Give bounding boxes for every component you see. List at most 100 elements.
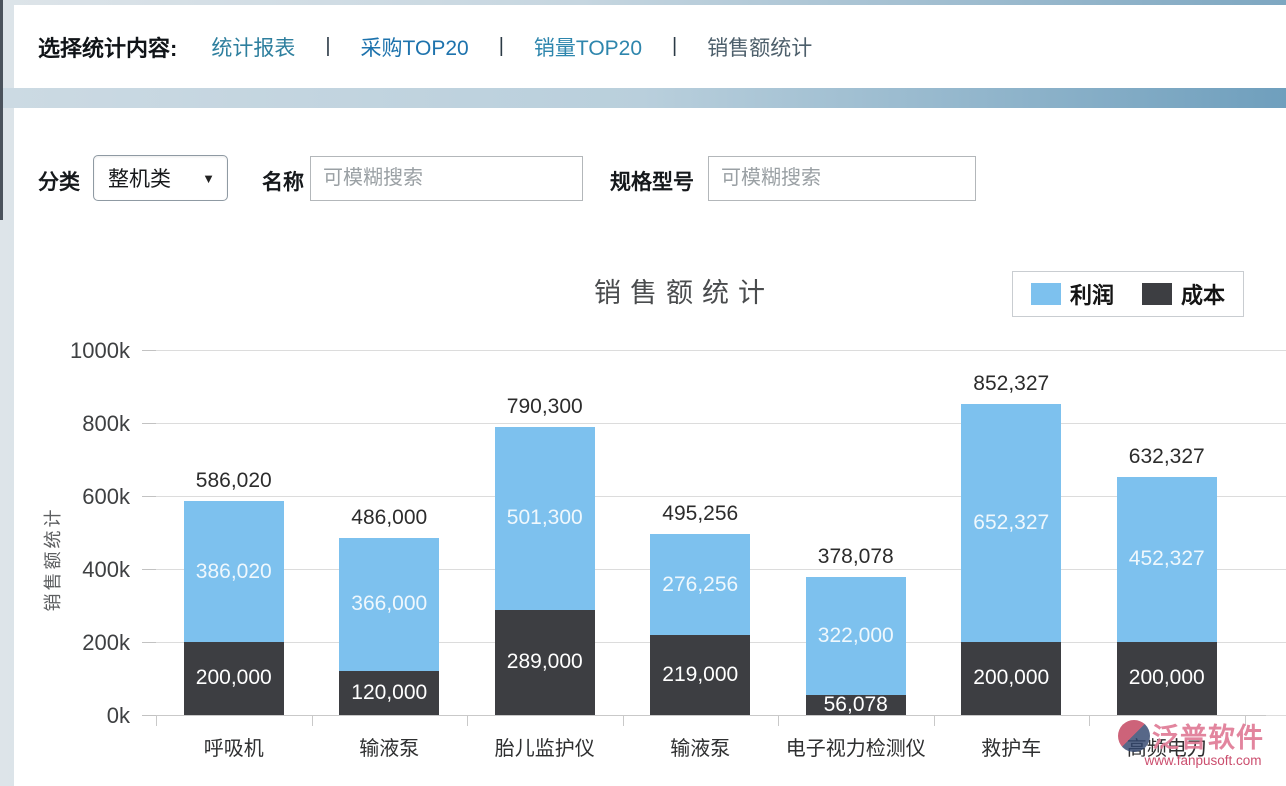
profit-value-label: 276,256 bbox=[662, 572, 739, 596]
bar-高频电刀[interactable]: 452,327 200,000 bbox=[1116, 476, 1217, 715]
bar-total-label: 486,000 bbox=[351, 505, 428, 529]
cost-segment[interactable]: 219,000 bbox=[650, 635, 751, 715]
spec-filter-label: 规格型号 bbox=[610, 171, 694, 194]
nav-link-3[interactable]: 销量TOP20 bbox=[533, 36, 643, 60]
chart-legend: 利润 成本 bbox=[1012, 271, 1245, 317]
x-axis-line bbox=[156, 715, 1266, 716]
vendor-watermark: 泛普软件 www.fanpusoft.com bbox=[1118, 716, 1286, 768]
fanpu-logo-icon bbox=[1118, 719, 1150, 752]
profit-segment[interactable]: 386,020 bbox=[183, 501, 284, 642]
nav-links: 统计报表 | 采购TOP20 | 销量TOP20 | 销售额统计 bbox=[211, 32, 812, 62]
cost-segment[interactable]: 120,000 bbox=[339, 671, 440, 715]
y-tick-label: 800k bbox=[82, 411, 130, 436]
statistics-nav-bar: 选择统计内容: 统计报表 | 采购TOP20 | 销量TOP20 | 销售额统计 bbox=[14, 5, 1286, 88]
divider-band bbox=[0, 88, 1286, 108]
cost-value-label: 200,000 bbox=[973, 666, 1050, 690]
bar-输液泵[interactable]: 366,000 120,000 bbox=[339, 537, 440, 715]
cost-segment[interactable]: 56,078 bbox=[805, 692, 906, 716]
profit-segment[interactable]: 276,256 bbox=[650, 534, 751, 636]
x-axis-tick bbox=[1244, 715, 1246, 726]
category-select-value: 整机类 bbox=[108, 168, 171, 191]
cost-value-label: 120,000 bbox=[351, 681, 428, 705]
profit-segment[interactable]: 652,327 bbox=[961, 403, 1062, 642]
category-label: 输液泵 bbox=[359, 738, 420, 760]
bar-胎儿监护仪[interactable]: 501,300 289,000 bbox=[494, 426, 595, 715]
name-search-input[interactable] bbox=[310, 156, 583, 201]
profit-value-label: 322,000 bbox=[817, 623, 894, 647]
profit-value-label: 366,000 bbox=[351, 592, 428, 616]
gridline bbox=[156, 350, 1286, 351]
gridline bbox=[156, 496, 1286, 497]
cost-segment[interactable]: 200,000 bbox=[183, 641, 284, 715]
x-axis-tick bbox=[467, 715, 468, 726]
profit-segment[interactable]: 322,000 bbox=[805, 577, 906, 695]
category-label: 呼吸机 bbox=[203, 738, 264, 760]
chart-title: 销售额统计 bbox=[594, 278, 774, 308]
spec-search-input[interactable] bbox=[708, 156, 976, 201]
cost-segment[interactable]: 200,000 bbox=[1116, 641, 1217, 715]
legend-item-1[interactable]: 利润 bbox=[1031, 278, 1114, 310]
bar-total-label: 586,020 bbox=[195, 469, 272, 493]
name-filter-label: 名称 bbox=[262, 171, 304, 194]
y-axis-tick bbox=[142, 715, 156, 716]
profit-segment[interactable]: 452,327 bbox=[1116, 476, 1217, 642]
profit-segment[interactable]: 366,000 bbox=[339, 537, 440, 672]
y-axis-tick bbox=[142, 423, 156, 424]
profit-value-label: 501,300 bbox=[506, 506, 583, 530]
bar-total-label: 495,256 bbox=[662, 502, 739, 526]
cost-value-label: 200,000 bbox=[1128, 666, 1205, 690]
x-axis-tick bbox=[311, 715, 313, 726]
y-axis-tick bbox=[142, 350, 156, 351]
nav-link-1[interactable]: 统计报表 bbox=[211, 36, 296, 60]
chevron-down-icon: ▼ bbox=[202, 170, 215, 186]
x-axis-tick bbox=[933, 715, 935, 726]
category-label: 救护车 bbox=[981, 738, 1042, 760]
bar-输液泵[interactable]: 276,256 219,000 bbox=[650, 534, 751, 715]
nav-separator: | bbox=[672, 35, 678, 57]
cost-value-label: 219,000 bbox=[662, 663, 739, 686]
cost-value-label: 289,000 bbox=[506, 650, 583, 674]
nav-title: 选择统计内容: bbox=[38, 35, 178, 61]
nav-separator: | bbox=[498, 35, 504, 57]
legend-swatch-icon bbox=[1142, 283, 1173, 305]
cost-value-label: 56,078 bbox=[823, 692, 888, 716]
bar-救护车[interactable]: 652,327 200,000 bbox=[961, 403, 1062, 715]
category-select[interactable]: 整机类 ▼ bbox=[93, 155, 228, 201]
nav-link-4[interactable]: 销售额统计 bbox=[707, 36, 813, 60]
y-axis-tick bbox=[142, 496, 156, 497]
x-axis-tick bbox=[156, 715, 157, 726]
legend-label: 利润 bbox=[1070, 283, 1115, 308]
bar-呼吸机[interactable]: 386,020 200,000 bbox=[183, 501, 284, 715]
legend-label: 成本 bbox=[1181, 283, 1226, 308]
y-tick-label: 0k bbox=[106, 703, 130, 728]
bar-total-label: 852,327 bbox=[973, 371, 1050, 395]
watermark-brand: 泛普软件 bbox=[1152, 723, 1264, 753]
y-tick-label: 200k bbox=[82, 630, 130, 655]
x-axis-tick bbox=[622, 715, 624, 726]
cost-segment[interactable]: 289,000 bbox=[494, 609, 595, 715]
bar-电子视力检测仪[interactable]: 322,000 56,078 bbox=[805, 577, 906, 716]
legend-item-2[interactable]: 成本 bbox=[1142, 278, 1225, 310]
window-left-edge bbox=[0, 0, 3, 220]
y-tick-label: 600k bbox=[82, 484, 130, 509]
y-axis-tick bbox=[142, 642, 156, 643]
category-label: 电子视力检测仪 bbox=[785, 738, 926, 760]
profit-value-label: 452,327 bbox=[1128, 547, 1205, 571]
y-tick-label: 1000k bbox=[70, 338, 130, 363]
x-axis-tick bbox=[778, 715, 779, 726]
y-tick-label: 400k bbox=[82, 557, 130, 582]
y-axis-tick bbox=[142, 569, 156, 570]
x-axis-tick bbox=[1089, 715, 1090, 726]
nav-separator: | bbox=[325, 35, 331, 57]
category-filter-label: 分类 bbox=[38, 171, 80, 194]
nav-link-2[interactable]: 采购TOP20 bbox=[360, 36, 469, 60]
category-label: 胎儿监护仪 bbox=[494, 738, 595, 760]
profit-value-label: 652,327 bbox=[973, 510, 1050, 534]
bar-total-label: 378,078 bbox=[817, 545, 894, 568]
gridline bbox=[156, 423, 1286, 424]
profit-segment[interactable]: 501,300 bbox=[494, 426, 595, 610]
profit-value-label: 386,020 bbox=[195, 559, 272, 583]
cost-segment[interactable]: 200,000 bbox=[961, 641, 1062, 715]
cost-value-label: 200,000 bbox=[195, 666, 272, 690]
